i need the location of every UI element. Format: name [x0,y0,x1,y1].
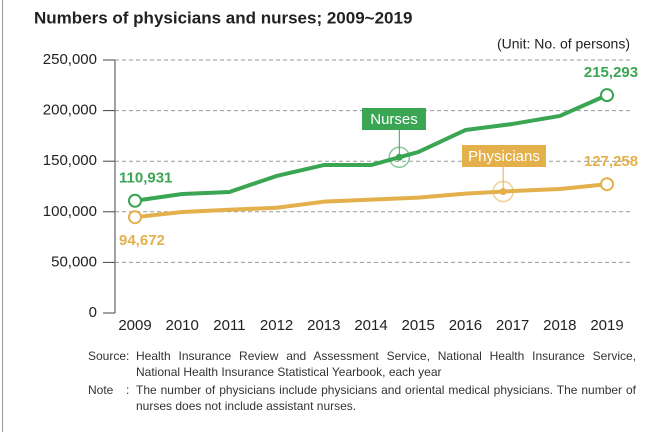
x-tick-label: 2014 [354,317,387,334]
left-border [2,0,3,432]
y-tick-label: 100,000 [43,203,97,220]
value-label: 110,931 [119,170,172,187]
x-tick-label: 2013 [307,317,340,334]
y-tick-label: 250,000 [43,51,97,68]
callout-ring [492,180,514,203]
footnote-text: Health Insurance Review and Assessment S… [136,349,636,379]
series-line [134,93,608,203]
callout-dot [499,188,507,196]
x-tick-label: 2018 [543,317,576,334]
callout-ring [388,146,411,169]
legend-label: Nurses [370,111,418,128]
legend-label: Physicians [468,148,540,165]
x-tick-label: 2019 [590,317,623,334]
x-tick-label: 2017 [496,317,529,334]
x-tick-label: 2011 [213,317,245,334]
footnote: Source: Health Insurance Review and Asses… [88,348,636,380]
value-label: 215,293 [584,64,638,81]
x-tick-label: 2009 [118,317,151,334]
footnote-separator: : [126,383,130,397]
point-marker [128,210,142,225]
x-tick-label: 2015 [402,317,435,334]
x-tick-label: 2010 [166,317,199,334]
point-marker [600,177,614,192]
series-line [134,182,608,220]
chart-title: Numbers of physicians and nurses; 2009~2… [34,8,412,27]
y-tick-label: 0 [89,304,97,321]
unit-label: (Unit: No. of persons) [497,36,630,52]
value-label: 127,258 [584,153,638,170]
point-marker [128,193,142,208]
footnote-label: Source [88,349,127,363]
chart: Numbers of physicians and nurses; 2009~2… [34,8,638,334]
footnote-text: The number of physicians include physici… [136,383,636,413]
point-marker [600,88,614,103]
value-label: 94,672 [119,232,165,249]
footnotes: Source: Health Insurance Review and Asses… [88,348,636,416]
footnote-separator: : [126,349,130,363]
legend-box [362,108,426,130]
x-tick-label: 2012 [260,317,293,334]
callout-dot [395,153,403,161]
y-tick-label: 200,000 [43,102,97,119]
footnote-label: Note [88,383,114,397]
legend-box [462,145,546,167]
x-tick-label: 2016 [449,317,482,334]
y-tick-label: 150,000 [43,152,97,169]
y-tick-label: 50,000 [51,253,97,270]
footnote: Note: The number of physicians include ph… [88,382,636,414]
